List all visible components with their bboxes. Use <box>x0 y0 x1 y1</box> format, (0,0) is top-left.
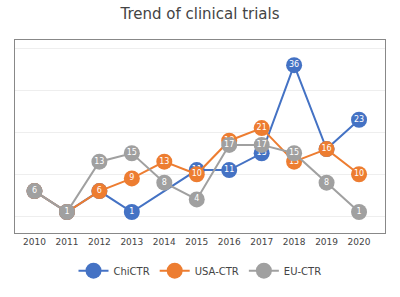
svg-text:6: 6 <box>97 186 102 195</box>
svg-text:6: 6 <box>32 186 37 195</box>
svg-text:17: 17 <box>257 140 267 149</box>
svg-text:ChiCTR: ChiCTR <box>114 266 150 277</box>
svg-text:13: 13 <box>289 157 299 166</box>
svg-text:6: 6 <box>32 186 37 195</box>
svg-text:8: 8 <box>324 178 329 187</box>
svg-text:USA-CTR: USA-CTR <box>195 266 239 277</box>
svg-text:15: 15 <box>127 148 137 157</box>
svg-text:15: 15 <box>289 148 299 157</box>
svg-text:EU-CTR: EU-CTR <box>284 266 321 277</box>
svg-text:2019: 2019 <box>315 237 338 247</box>
svg-text:16: 16 <box>321 144 331 153</box>
svg-text:18: 18 <box>224 136 234 145</box>
svg-text:1: 1 <box>64 207 69 216</box>
svg-text:1: 1 <box>64 207 69 216</box>
svg-text:9: 9 <box>129 173 134 182</box>
svg-text:Trend of clinical trials: Trend of clinical trials <box>119 5 279 23</box>
svg-text:11: 11 <box>224 165 234 174</box>
svg-text:10: 10 <box>354 169 364 178</box>
svg-text:2015: 2015 <box>185 237 208 247</box>
svg-text:21: 21 <box>257 123 267 132</box>
svg-text:1: 1 <box>356 207 361 216</box>
svg-text:2012: 2012 <box>88 237 111 247</box>
svg-text:15: 15 <box>257 148 267 157</box>
svg-text:17: 17 <box>224 140 234 149</box>
svg-text:4: 4 <box>194 194 199 203</box>
svg-text:2010: 2010 <box>23 237 46 247</box>
svg-text:2016: 2016 <box>218 237 241 247</box>
svg-text:2020: 2020 <box>348 237 371 247</box>
svg-text:8: 8 <box>162 178 167 187</box>
svg-text:13: 13 <box>159 157 169 166</box>
svg-text:36: 36 <box>289 60 299 69</box>
svg-text:2014: 2014 <box>153 237 176 247</box>
svg-text:2018: 2018 <box>283 237 306 247</box>
svg-text:11: 11 <box>192 165 202 174</box>
svg-text:2017: 2017 <box>250 237 273 247</box>
svg-text:1: 1 <box>129 207 134 216</box>
svg-text:23: 23 <box>354 115 364 124</box>
svg-text:13: 13 <box>94 157 104 166</box>
svg-text:10: 10 <box>192 169 202 178</box>
svg-text:6: 6 <box>97 186 102 195</box>
svg-text:2011: 2011 <box>55 237 78 247</box>
svg-text:6: 6 <box>32 186 37 195</box>
svg-text:1: 1 <box>64 207 69 216</box>
svg-text:16: 16 <box>321 144 331 153</box>
svg-text:2013: 2013 <box>120 237 143 247</box>
